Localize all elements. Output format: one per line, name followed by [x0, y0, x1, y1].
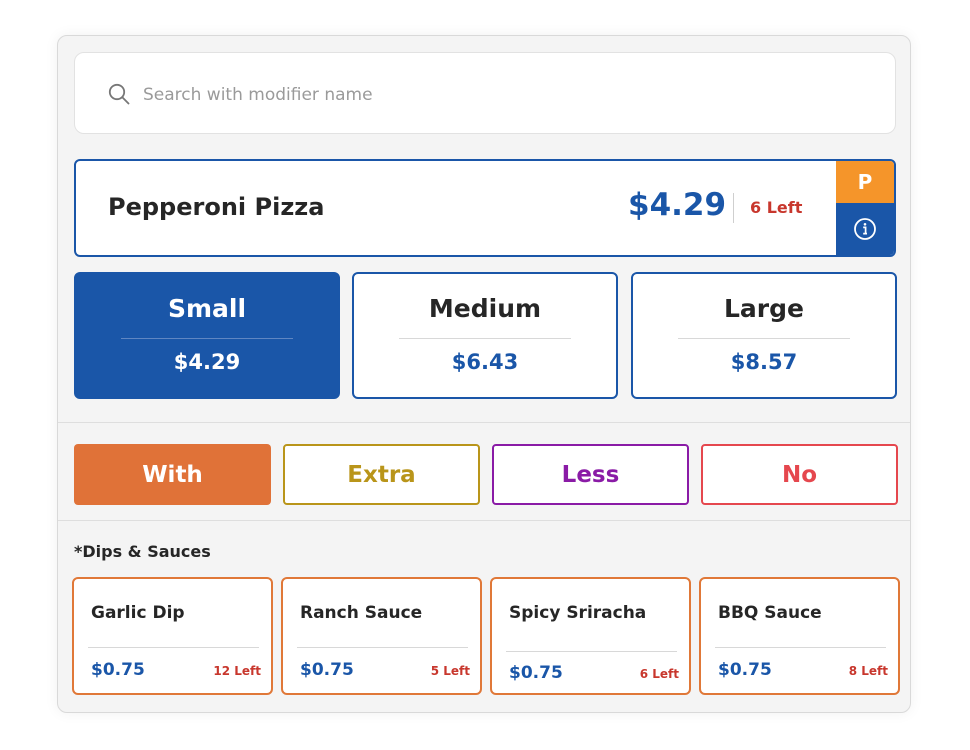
price-divider: [733, 193, 734, 223]
modifier-price: $0.75: [300, 660, 354, 680]
product-price: $4.29: [628, 187, 727, 223]
size-price: $6.43: [451, 350, 519, 374]
size-divider: [121, 338, 293, 339]
size-price: $8.57: [730, 350, 798, 374]
modifier-item-garlic-dip[interactable]: Garlic Dip $0.75 12 Left: [72, 577, 273, 695]
section-divider: [58, 422, 910, 423]
modifier-price: $0.75: [509, 663, 563, 683]
search-box[interactable]: [74, 52, 896, 134]
modifier-stock: 6 Left: [639, 667, 679, 681]
modifier-group-title: *Dips & Sauces: [74, 542, 211, 561]
size-label: Large: [724, 294, 804, 323]
product-stock: 6 Left: [750, 198, 803, 217]
size-option-large[interactable]: Large $8.57: [631, 272, 897, 399]
info-button[interactable]: [836, 203, 894, 255]
modifier-panel: Pepperoni Pizza $4.29 6 Left P Small $4.…: [57, 35, 911, 713]
modifier-item-ranch-sauce[interactable]: Ranch Sauce $0.75 5 Left: [281, 577, 482, 695]
size-option-small[interactable]: Small $4.29: [74, 272, 340, 399]
qualifier-no-button[interactable]: No: [701, 444, 898, 505]
section-divider: [58, 520, 910, 521]
size-price: $4.29: [173, 350, 241, 374]
product-name: Pepperoni Pizza: [108, 193, 325, 221]
qualifier-with-button[interactable]: With: [74, 444, 271, 505]
modifier-stock: 8 Left: [848, 664, 888, 678]
modifier-name: Garlic Dip: [91, 603, 185, 623]
qualifier-extra-button[interactable]: Extra: [283, 444, 480, 505]
size-option-medium[interactable]: Medium $6.43: [352, 272, 618, 399]
qualifier-less-button[interactable]: Less: [492, 444, 689, 505]
search-input[interactable]: [141, 79, 845, 111]
modifier-stock: 12 Left: [213, 664, 261, 678]
modifier-item-bbq-sauce[interactable]: BBQ Sauce $0.75 8 Left: [699, 577, 900, 695]
search-icon: [108, 83, 130, 105]
modifier-name: Spicy Sriracha: [509, 603, 647, 623]
modifier-divider: [715, 647, 886, 648]
modifier-name: BBQ Sauce: [718, 603, 822, 623]
info-icon: [854, 218, 876, 240]
modifier-price: $0.75: [91, 660, 145, 680]
size-divider: [399, 338, 571, 339]
modifier-item-spicy-sriracha[interactable]: Spicy Sriracha $0.75 6 Left: [490, 577, 691, 695]
size-label: Small: [167, 294, 247, 323]
modifier-stock: 5 Left: [430, 664, 470, 678]
size-divider: [678, 338, 850, 339]
product-card: Pepperoni Pizza $4.29 6 Left P: [74, 159, 896, 257]
modifier-divider: [88, 647, 259, 648]
modifier-price: $0.75: [718, 660, 772, 680]
modifier-divider: [506, 651, 677, 652]
product-badge: P: [836, 161, 894, 203]
size-label: Medium: [428, 294, 542, 323]
modifier-divider: [297, 647, 468, 648]
modifier-name: Ranch Sauce: [300, 603, 423, 623]
